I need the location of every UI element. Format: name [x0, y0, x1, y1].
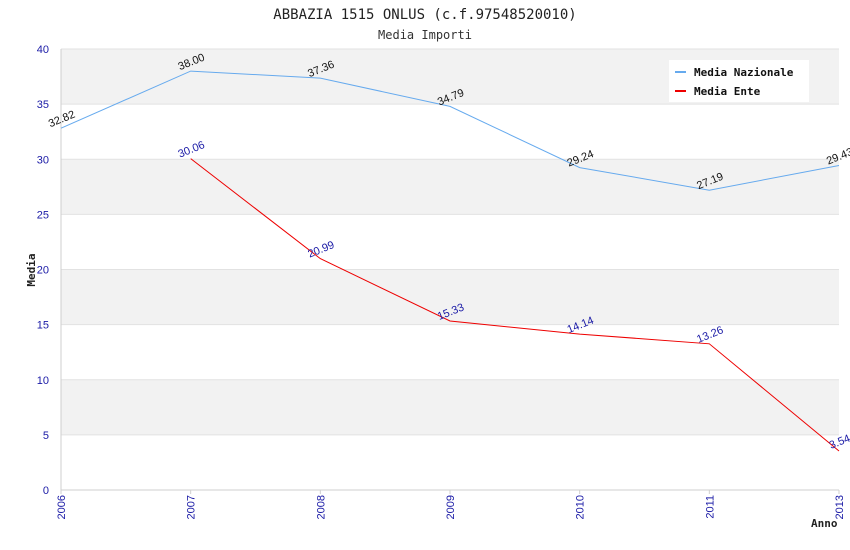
grid-band — [61, 379, 839, 435]
y-tick-label: 25 — [37, 209, 49, 221]
x-tick-label: 2013 — [834, 495, 846, 519]
x-tick-label: 2011 — [704, 495, 716, 519]
data-label: 32.82 — [47, 109, 77, 130]
y-tick-label: 15 — [37, 320, 49, 332]
chart-title: ABBAZIA 1515 ONLUS (c.f.97548520010) — [273, 7, 576, 23]
x-tick-label: 2008 — [315, 495, 327, 519]
y-tick-label: 5 — [43, 430, 49, 442]
x-tick-label: 2007 — [186, 495, 198, 519]
y-tick-label: 30 — [37, 154, 49, 166]
legend-label: Media Ente — [694, 85, 761, 98]
chart-subtitle: Media Importi — [378, 28, 472, 42]
grid-band — [61, 159, 839, 215]
data-label: 3.54 — [828, 433, 850, 452]
y-axis-label: Media — [25, 253, 38, 286]
y-tick-label: 0 — [43, 485, 49, 497]
data-label: 13.26 — [695, 324, 725, 345]
x-tick-label: 2010 — [575, 495, 587, 519]
series-line-2 — [190, 158, 840, 452]
y-tick-label: 40 — [37, 44, 49, 56]
series-line-1 — [60, 70, 840, 191]
y-tick-label: 20 — [37, 265, 49, 277]
grid-band — [61, 269, 839, 325]
legend-box — [669, 60, 809, 102]
y-tick-label: 10 — [37, 375, 49, 387]
legend-label: Media Nazionale — [694, 66, 794, 79]
x-tick-label: 2006 — [56, 495, 68, 519]
legend: Media Nazionale Media Ente — [669, 60, 809, 102]
x-axis-label: Anno — [811, 517, 838, 530]
data-label: 20.99 — [306, 239, 336, 260]
y-tick-label: 35 — [37, 99, 49, 111]
x-tick-label: 2009 — [445, 495, 457, 519]
data-label: 30.06 — [177, 139, 207, 160]
plot-area: 0 5 10 15 20 25 30 35 40 2006 2007 2008 2009 2010 2011… — [37, 44, 850, 519]
